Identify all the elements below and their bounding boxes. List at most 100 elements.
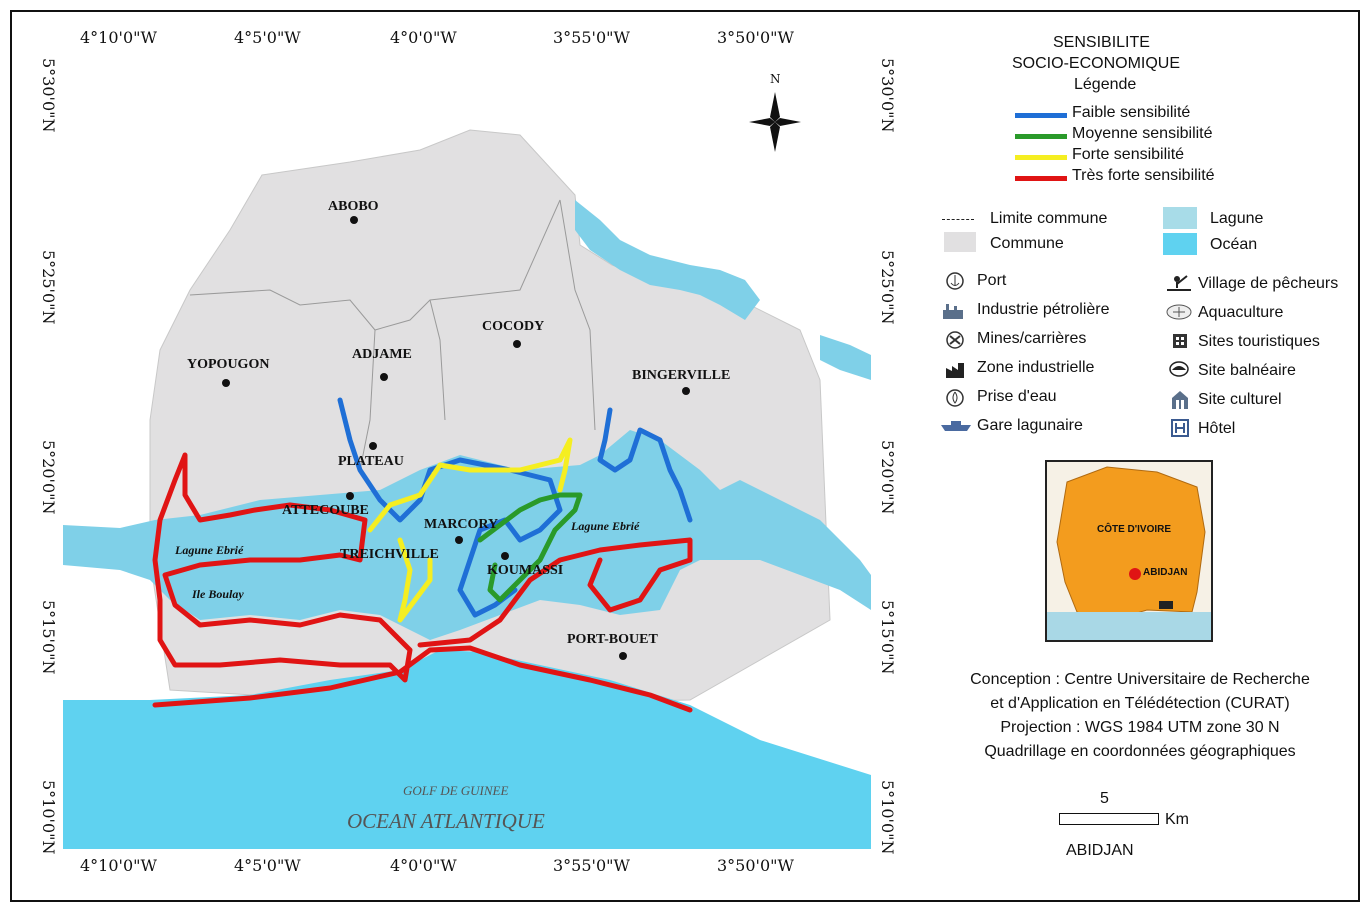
legend-panel: SENSIBILITE SOCIO-ECONOMIQUE Légende Fai… <box>920 20 1360 890</box>
place-attecoube: ATTECOUBE <box>282 503 369 518</box>
hotel-icon <box>1170 419 1190 437</box>
legend-label-tres-forte: Très forte sensibilité <box>1072 167 1215 184</box>
island-label: Ile Boulay <box>192 587 244 601</box>
inset-country-label: CÔTE D'IVOIRE <box>1097 524 1172 535</box>
bottom-tick-3: 4°0'0"W <box>390 856 457 875</box>
inset-city-label: ABIDJAN <box>1143 567 1188 578</box>
legend-culturel: Site culturel <box>1198 391 1282 408</box>
bottom-tick-4: 3°55'0"W <box>553 856 630 875</box>
place-treichville: TREICHVILLE <box>340 547 439 562</box>
legend-zone-industrielle: Zone industrielle <box>977 359 1095 376</box>
boat-station-icon <box>940 420 972 438</box>
legend-line-tres-forte <box>1015 176 1067 181</box>
bottom-tick-1: 4°10'0"W <box>80 856 157 875</box>
right-tick-5: 5°10'0"N <box>878 780 897 855</box>
place-bingerville: BINGERVILLE <box>632 368 731 383</box>
legend-commune-label: Commune <box>990 235 1064 252</box>
inset-map: CÔTE D'IVOIRE ABIDJAN <box>1045 460 1213 642</box>
right-tick-2: 5°25'0"N <box>878 250 897 325</box>
lagoon-arm-ne <box>575 200 760 320</box>
left-tick-3: 5°20'0"N <box>39 440 58 515</box>
sensitivity-tres-forte-south <box>152 645 693 713</box>
legend-limite-label: Limite commune <box>990 210 1108 227</box>
place-plateau: PLATEAU <box>338 454 404 469</box>
credit-line-1: Conception : Centre Universitaire de Rec… <box>970 671 1310 688</box>
north-arrow <box>749 92 801 152</box>
beach-icon <box>1168 360 1189 378</box>
legend-title-2: SOCIO-ECONOMIQUE <box>1012 55 1181 72</box>
legend-aquaculture: Aquaculture <box>1198 304 1284 321</box>
scale-unit: Km <box>1165 811 1189 828</box>
ocean-label: OCEAN ATLANTIQUE <box>347 809 545 833</box>
factory-icon <box>945 361 965 379</box>
map-frame <box>10 10 1360 902</box>
left-tick-4: 5°15'0"N <box>39 600 58 675</box>
place-abobo: ABOBO <box>328 199 379 214</box>
credit-line-4: Quadrillage en coordonnées géographiques <box>984 743 1296 760</box>
place-koumassi: KOUMASSI <box>487 563 564 578</box>
legend-hotel: Hôtel <box>1198 420 1236 437</box>
top-tick-3: 4°0'0"W <box>390 28 457 47</box>
legend-label-faible: Faible sensibilité <box>1072 104 1191 121</box>
scale-bar <box>1059 813 1159 825</box>
credit-line-3: Projection : WGS 1984 UTM zone 30 N <box>1000 719 1280 736</box>
top-tick-5: 3°50'0"W <box>717 28 794 47</box>
left-tick-2: 5°25'0"N <box>39 250 58 325</box>
right-tick-4: 5°15'0"N <box>878 600 897 675</box>
top-tick-4: 3°55'0"W <box>553 28 630 47</box>
sensitivity-tres-forte-east <box>417 537 693 648</box>
legend-touristique: Sites touristiques <box>1198 333 1320 350</box>
legend-lagune-label: Lagune <box>1210 210 1264 227</box>
bottom-tick-2: 4°5'0"W <box>234 856 301 875</box>
legend-commune-swatch <box>944 232 976 252</box>
legend-limite-line <box>942 219 974 220</box>
commune-boundaries <box>189 199 596 471</box>
bottom-tick-5: 3°50'0"W <box>717 856 794 875</box>
legend-line-forte <box>1015 155 1067 160</box>
legend-balneaire: Site balnéaire <box>1198 362 1296 379</box>
district-dots <box>222 216 690 660</box>
credit-line-2: et d'Application en Télédétection (CURAT… <box>990 695 1290 712</box>
mine-icon <box>945 331 965 349</box>
legend-mines: Mines/carrières <box>977 330 1087 347</box>
legend-lagune-swatch <box>1163 207 1197 229</box>
sensitivity-moyenne <box>477 492 583 603</box>
scale-value: 5 <box>1100 790 1109 807</box>
lagoon-label-west: Lagune Ebrié <box>175 543 244 557</box>
legend-line-faible <box>1015 113 1067 118</box>
aquaculture-icon <box>1165 303 1193 321</box>
top-tick-1: 4°10'0"W <box>80 28 157 47</box>
legend-title-1: SENSIBILITE <box>1053 34 1150 51</box>
top-tick-2: 4°5'0"W <box>234 28 301 47</box>
legend-label-moyenne: Moyenne sensibilité <box>1072 125 1213 142</box>
legend-industrie: Industrie pétrolière <box>977 301 1110 318</box>
fisherman-icon <box>1165 274 1193 292</box>
place-yopougon: YOPOUGON <box>187 357 270 372</box>
lagoon-water <box>63 430 871 640</box>
left-tick-1: 5°30'0"N <box>39 58 58 133</box>
right-tick-1: 5°30'0"N <box>878 58 897 133</box>
legend-label-forte: Forte sensibilité <box>1072 146 1185 163</box>
anchor-icon <box>945 272 965 290</box>
sensitivity-tres-forte-west <box>152 452 413 683</box>
legend-line-moyenne <box>1015 134 1067 139</box>
sensitivity-forte <box>367 437 573 623</box>
place-cocody: COCODY <box>482 319 545 334</box>
lagoon-label-east: Lagune Ebrié <box>571 519 640 533</box>
sensitivity-faible-east <box>597 407 693 523</box>
gulf-label: GOLF DE GUINEE <box>403 783 509 798</box>
legend-village: Village de pêcheurs <box>1198 275 1339 292</box>
water-intake-icon <box>945 389 965 407</box>
tourist-site-icon <box>1170 331 1190 349</box>
place-port-bouet: PORT-BOUET <box>567 632 658 647</box>
left-tick-5: 5°10'0"N <box>39 780 58 855</box>
place-marcory: MARCORY <box>424 517 499 532</box>
legend-port: Port <box>977 272 1007 289</box>
legend-subtitle: Légende <box>1074 76 1137 93</box>
lagoon-arm-ne2 <box>820 335 871 380</box>
legend-ocean-label: Océan <box>1210 236 1258 253</box>
cultural-site-icon <box>1170 390 1190 409</box>
north-label: N <box>770 72 781 86</box>
place-adjame: ADJAME <box>352 347 412 362</box>
